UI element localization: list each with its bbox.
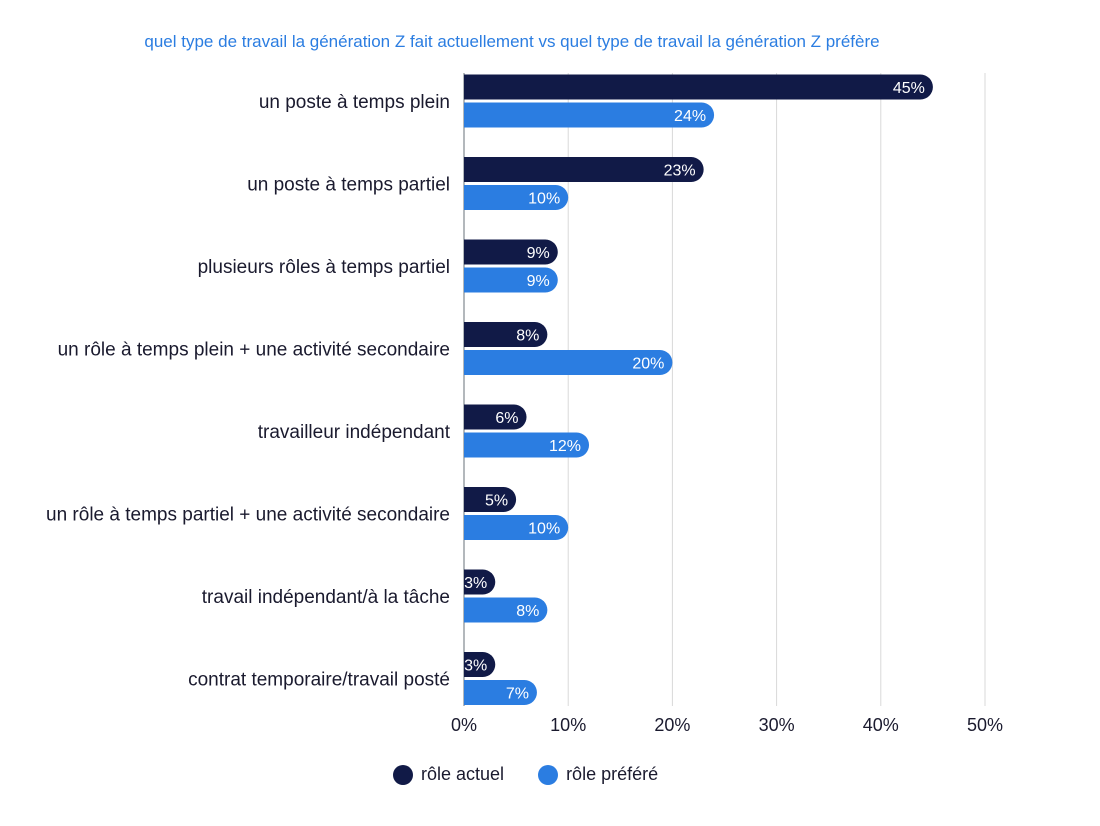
category-label: contrat temporaire/travail posté: [188, 670, 450, 691]
legend-label-current: rôle actuel: [421, 764, 505, 784]
data-label: 7%: [506, 686, 529, 703]
x-tick-label: 0%: [451, 715, 477, 735]
data-label: 10%: [528, 521, 560, 538]
data-label: 3%: [464, 575, 487, 592]
category-label: travailleur indépendant: [258, 422, 451, 443]
bar-preferred: [464, 185, 569, 210]
bar-current: [464, 404, 527, 430]
data-label: 12%: [549, 438, 581, 455]
data-label: 9%: [527, 245, 550, 262]
x-tick-label: 30%: [759, 715, 795, 735]
x-tick-label: 50%: [967, 715, 1003, 735]
bar-current: [464, 239, 558, 265]
bar-preferred: [464, 432, 590, 458]
legend-swatch-current: [393, 764, 413, 785]
data-label: 8%: [516, 328, 539, 345]
data-label: 8%: [516, 603, 539, 620]
bars: 45% 24% 23% 10% 9% 9% 8% 20% 6% 12% 5% 10% 3% 8% 3% 7%: [464, 74, 933, 705]
x-tick-label: 20%: [654, 715, 690, 735]
bar-current: [464, 74, 933, 100]
x-axis-ticks: 0% 10% 20% 30% 40% 50%: [451, 715, 1003, 735]
bar-current: [464, 652, 496, 677]
data-label: 3%: [464, 658, 487, 675]
bar-current: [464, 322, 548, 347]
legend-swatch-preferred: [538, 764, 559, 785]
bar-preferred: [464, 597, 548, 623]
data-label: 10%: [528, 191, 560, 208]
category-label: travail indépendant/à la tâche: [202, 587, 450, 608]
legend: rôle actuel rôle préféré: [393, 764, 692, 785]
category-label: un rôle à temps partiel + une activité s…: [46, 505, 450, 526]
bar-preferred: [464, 102, 715, 128]
category-labels: un poste à temps plein un poste à temps p…: [46, 92, 451, 691]
bar-preferred: [464, 515, 569, 540]
data-label: 6%: [495, 410, 518, 427]
legend-item-preferred: rôle préféré: [538, 764, 658, 785]
data-label: 23%: [664, 163, 696, 180]
bar-preferred: [464, 267, 558, 293]
bar-preferred: [464, 350, 673, 375]
bar-current: [464, 487, 517, 512]
category-label: un poste à temps partiel: [247, 175, 450, 196]
data-label: 24%: [674, 108, 706, 125]
category-label: un poste à temps plein: [259, 92, 450, 113]
bar-preferred: [464, 680, 537, 705]
data-label: 20%: [632, 356, 664, 373]
legend-item-current: rôle actuel: [393, 764, 504, 785]
bar-chart: 45%24%23%10%9%9%8%20%6%12%5%10%3%8%3%7% …: [46, 73, 1003, 735]
data-label: 9%: [527, 273, 550, 290]
category-label: plusieurs rôles à temps partiel: [198, 257, 450, 278]
chart-title: quel type de travail la génération Z fai…: [144, 32, 880, 51]
x-tick-label: 40%: [863, 715, 899, 735]
x-tick-label: 10%: [550, 715, 586, 735]
legend-label-preferred: rôle préféré: [566, 764, 659, 784]
bar-current: [464, 157, 704, 182]
data-label: 5%: [485, 493, 508, 510]
bar-current: [464, 569, 496, 595]
data-label: 45%: [893, 80, 925, 97]
category-label: un rôle à temps plein + une activité sec…: [58, 340, 450, 361]
